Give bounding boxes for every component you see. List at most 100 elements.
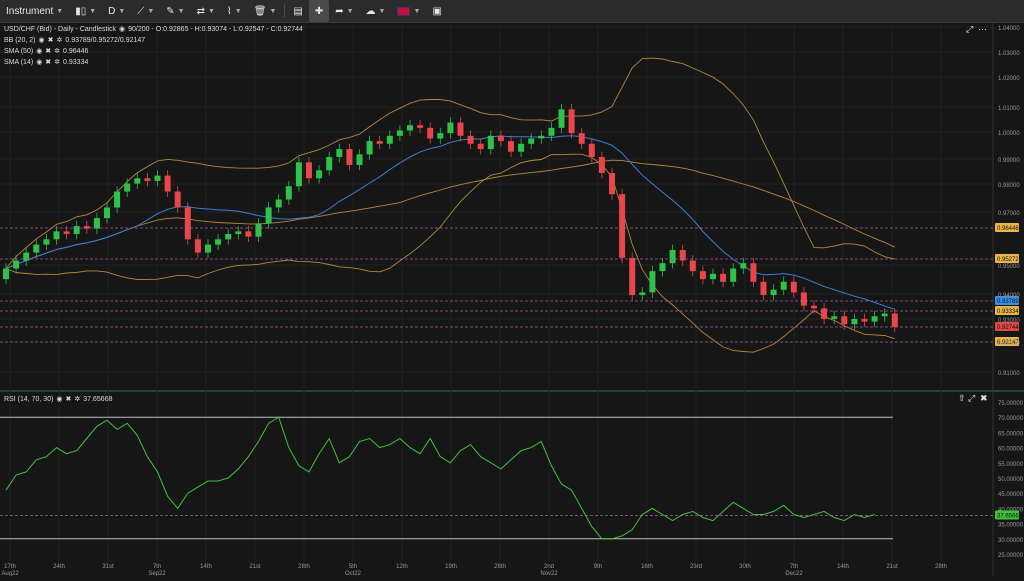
gear-icon[interactable]: ✲ — [56, 37, 63, 44]
gear-icon[interactable]: ✲ — [54, 59, 61, 66]
candle-body — [336, 149, 343, 158]
layout-icon: ▤ — [293, 5, 303, 17]
rsi-tick-label: 55.00000 — [998, 462, 1024, 468]
eye-icon[interactable]: ◉ — [119, 26, 126, 33]
price-tick-label: 1.01000 — [998, 106, 1020, 112]
close-icon[interactable]: ✖ — [65, 396, 72, 403]
close-icon[interactable]: ✖ — [47, 37, 54, 44]
price-badge — [995, 296, 1019, 305]
date-tick-label: 21st — [249, 564, 261, 570]
candle-body — [285, 186, 292, 200]
ruler-menu[interactable]: ⌇ ▼ — [221, 0, 248, 22]
price-badge — [995, 223, 1019, 232]
toolbar-divider — [284, 4, 286, 18]
candle-body — [528, 138, 535, 144]
chart-area[interactable]: 0.96446 0.95272 0.93789 0.93334 0.92744 0.921… — [0, 22, 1024, 577]
chevron-down-icon: ▼ — [177, 7, 185, 15]
sma50-label: SMA (50) — [4, 47, 34, 55]
pencil-menu[interactable]: ✎ ▼ — [160, 0, 190, 22]
close-pane-icon[interactable]: ✖ — [980, 393, 988, 403]
chevron-down-icon: ▼ — [89, 7, 97, 15]
rsi-tick-label: 35.00000 — [998, 523, 1024, 529]
candle-body — [538, 135, 545, 139]
date-tick-label: 14th — [837, 564, 849, 570]
candle-body — [841, 316, 848, 325]
candle-body — [356, 154, 363, 165]
chevron-down-icon: ▼ — [413, 7, 421, 15]
candle-body — [639, 292, 646, 296]
cloud-menu[interactable]: ☁ ▼ — [360, 0, 392, 22]
candle-body — [689, 260, 696, 272]
layout-button[interactable]: ▤ — [287, 0, 308, 22]
delete-menu[interactable]: 🗑 ▼ — [248, 0, 283, 22]
price-badge-label: 0.92744 — [997, 325, 1019, 331]
move-pane-up-icon[interactable]: ⇧ — [958, 393, 966, 403]
candle-body — [730, 268, 737, 282]
candle-body — [255, 223, 262, 237]
price-tick-label: 1.04000 — [998, 26, 1020, 32]
ohlc-readout: 90/200 - O:0.92865 - H:0.93074 - L:0.925… — [128, 25, 303, 33]
eye-icon[interactable]: ◉ — [56, 396, 63, 403]
settings-button[interactable]: ▣ — [426, 0, 447, 22]
candle-body — [477, 143, 484, 150]
candle-body — [265, 207, 272, 224]
candle-body — [487, 135, 494, 150]
date-tick-label: 31st — [102, 564, 114, 570]
date-tick-label: 16th — [641, 564, 653, 570]
candle-body — [295, 162, 302, 187]
close-icon[interactable]: ✖ — [45, 48, 52, 55]
date-tick-label: 28th — [298, 564, 310, 570]
trend-line-icon: ⟋ — [137, 5, 145, 17]
cloud-icon: ☁ — [365, 5, 376, 17]
price-tick-label: 0.92000 — [998, 341, 1020, 347]
rsi-tick-label: 50.00000 — [998, 477, 1024, 483]
date-tick-label: 14th — [200, 564, 212, 570]
eye-icon[interactable]: ◉ — [36, 59, 43, 66]
candle-body — [659, 263, 666, 272]
candle-body — [194, 239, 201, 253]
instrument-menu[interactable]: Instrument ▼ — [0, 0, 69, 22]
draw-line-menu[interactable]: ⟋ ▼ — [131, 0, 160, 22]
date-tick-label: 23rd — [690, 564, 702, 570]
pane-settings-icon[interactable]: ⋯ — [978, 24, 987, 34]
chart-title: USD/CHF (Bid) - Daily - Candlestick — [4, 25, 117, 33]
maximize-pane-icon[interactable]: ⤢ — [968, 393, 976, 403]
sma14-line — [5, 135, 895, 310]
candle-body — [800, 292, 807, 306]
language-menu[interactable]: ▼ — [391, 0, 426, 22]
ruler-icon: ⌇ — [226, 5, 232, 17]
gear-icon[interactable]: ✲ — [74, 396, 81, 403]
bb-label: BB (20, 2) — [4, 36, 36, 44]
share-menu[interactable]: ➦ ▼ — [329, 0, 359, 22]
eye-icon[interactable]: ◉ — [36, 48, 43, 55]
share-icon: ➦ — [335, 5, 344, 17]
candle-body — [205, 244, 211, 253]
indicators-icon: ⇄ — [196, 5, 205, 17]
indicators-menu[interactable]: ⇄ ▼ — [191, 0, 221, 22]
sma50-value: 0.96446 — [63, 47, 89, 55]
maximize-pane-icon[interactable]: ⤢ — [966, 24, 974, 34]
candle-body — [316, 170, 323, 179]
trash-icon: 🗑 — [253, 5, 267, 17]
candle-body — [871, 316, 878, 322]
crosshair-button[interactable]: ✚ — [308, 0, 330, 22]
candle-body — [598, 157, 605, 173]
sma14-value: 0.93334 — [63, 58, 89, 66]
chart-canvas[interactable]: 0.96446 0.95272 0.93789 0.93334 0.92744 0.921… — [0, 22, 1024, 577]
rsi-tick-label: 70.00000 — [998, 416, 1024, 422]
date-tick-label: 12th — [396, 564, 408, 570]
price-badge-label: 0.93334 — [997, 309, 1019, 315]
chart-type-menu[interactable]: ▮▯ ▼ — [69, 0, 102, 22]
candle-body — [649, 271, 656, 293]
gear-icon[interactable]: ✲ — [54, 48, 61, 55]
close-icon[interactable]: ✖ — [45, 59, 52, 66]
price-tick-label: 0.97000 — [998, 211, 1020, 217]
rsi-value: 37.65668 — [83, 395, 113, 403]
eye-icon[interactable]: ◉ — [38, 37, 45, 44]
price-badge-label: 0.95272 — [997, 257, 1019, 263]
moving-averages — [5, 135, 895, 310]
bb-upper-line — [5, 57, 895, 269]
candle-body — [83, 226, 90, 229]
candle-body — [215, 239, 222, 245]
timeframe-menu[interactable]: D ▼ — [102, 0, 131, 22]
